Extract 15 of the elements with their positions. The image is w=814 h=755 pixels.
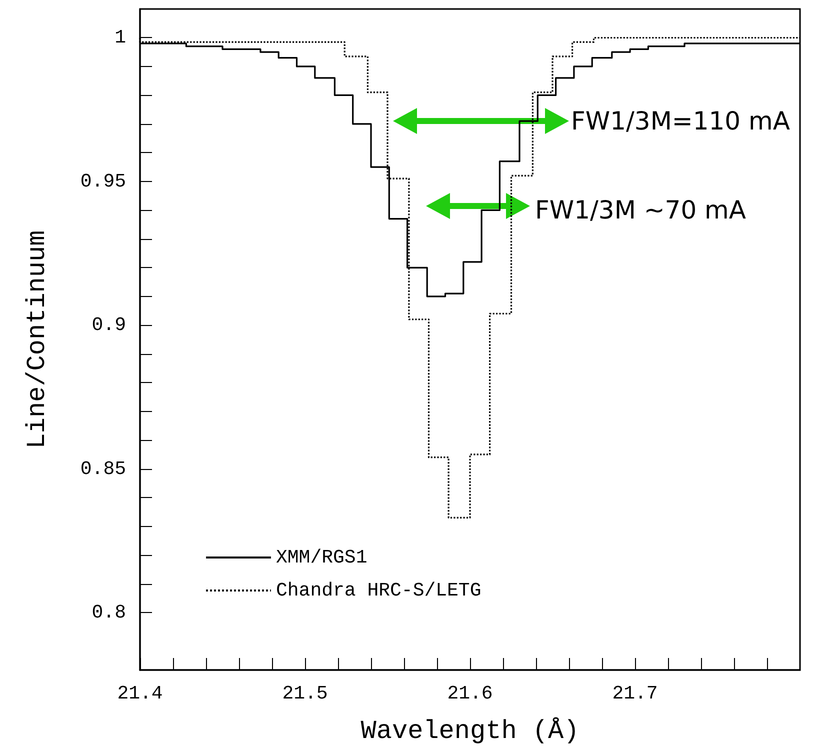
legend-label: XMM/RGS1 [276,546,368,568]
x-tick-label: 21.7 [612,682,658,704]
y-tick-label: 1 [114,26,126,49]
y-tick-label: 0.95 [80,170,126,192]
x-tick-label: 21.6 [447,682,493,704]
x-tick-label: 21.4 [117,682,163,704]
y-tick-label: 0.9 [92,314,126,336]
y-axis-title: Line/Continuum [22,230,52,449]
legend-label: Chandra HRC-S/LETG [276,580,482,602]
annotation: FW1/3M ~70 mA [535,196,746,224]
x-axis-title: Wavelength (Å) [360,716,580,746]
y-tick-label: 0.85 [80,458,126,480]
annotation: FW1/3M=110 mA [571,106,790,136]
x-tick-label: 21.5 [282,682,328,704]
y-tick-label: 0.8 [92,602,126,624]
